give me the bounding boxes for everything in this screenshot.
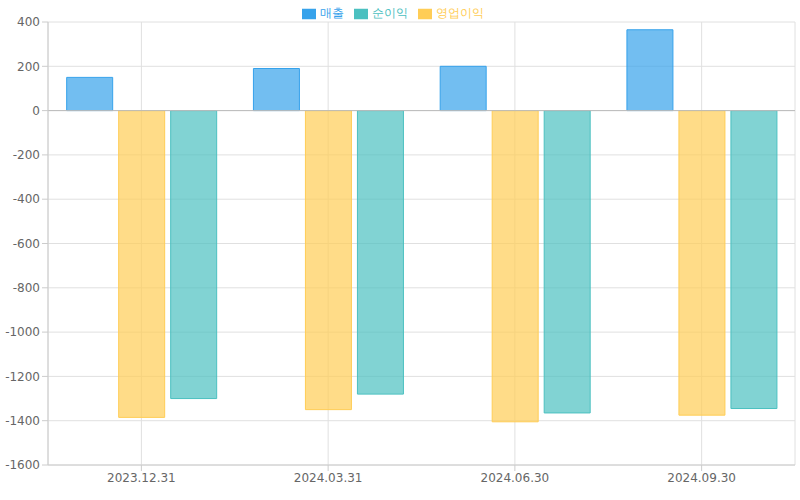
svg-text:-600: -600 bbox=[13, 237, 40, 251]
svg-text:200: 200 bbox=[17, 60, 40, 74]
svg-text:2023.12.31: 2023.12.31 bbox=[107, 471, 176, 485]
svg-text:-200: -200 bbox=[13, 148, 40, 162]
svg-text:2024.09.30: 2024.09.30 bbox=[667, 471, 736, 485]
svg-text:0: 0 bbox=[32, 104, 40, 118]
svg-text:-1200: -1200 bbox=[8, 370, 40, 384]
svg-text:-400: -400 bbox=[13, 192, 40, 206]
svg-text:2024.03.31: 2024.03.31 bbox=[294, 471, 363, 485]
html-text:순이익: 순이익 bbox=[371, 6, 408, 20]
svg-text:-800: -800 bbox=[13, 281, 40, 295]
svg-text:-1400: -1400 bbox=[8, 414, 40, 428]
svg-text:2024.06.30: 2024.06.30 bbox=[481, 471, 550, 485]
html-text:매출: 매출 bbox=[319, 6, 344, 20]
svg-text:400: 400 bbox=[17, 15, 40, 29]
html-text:영업이익: 영업이익 bbox=[435, 6, 484, 20]
svg-text:-1600: -1600 bbox=[8, 458, 40, 472]
svg-text:-1000: -1000 bbox=[8, 325, 40, 339]
